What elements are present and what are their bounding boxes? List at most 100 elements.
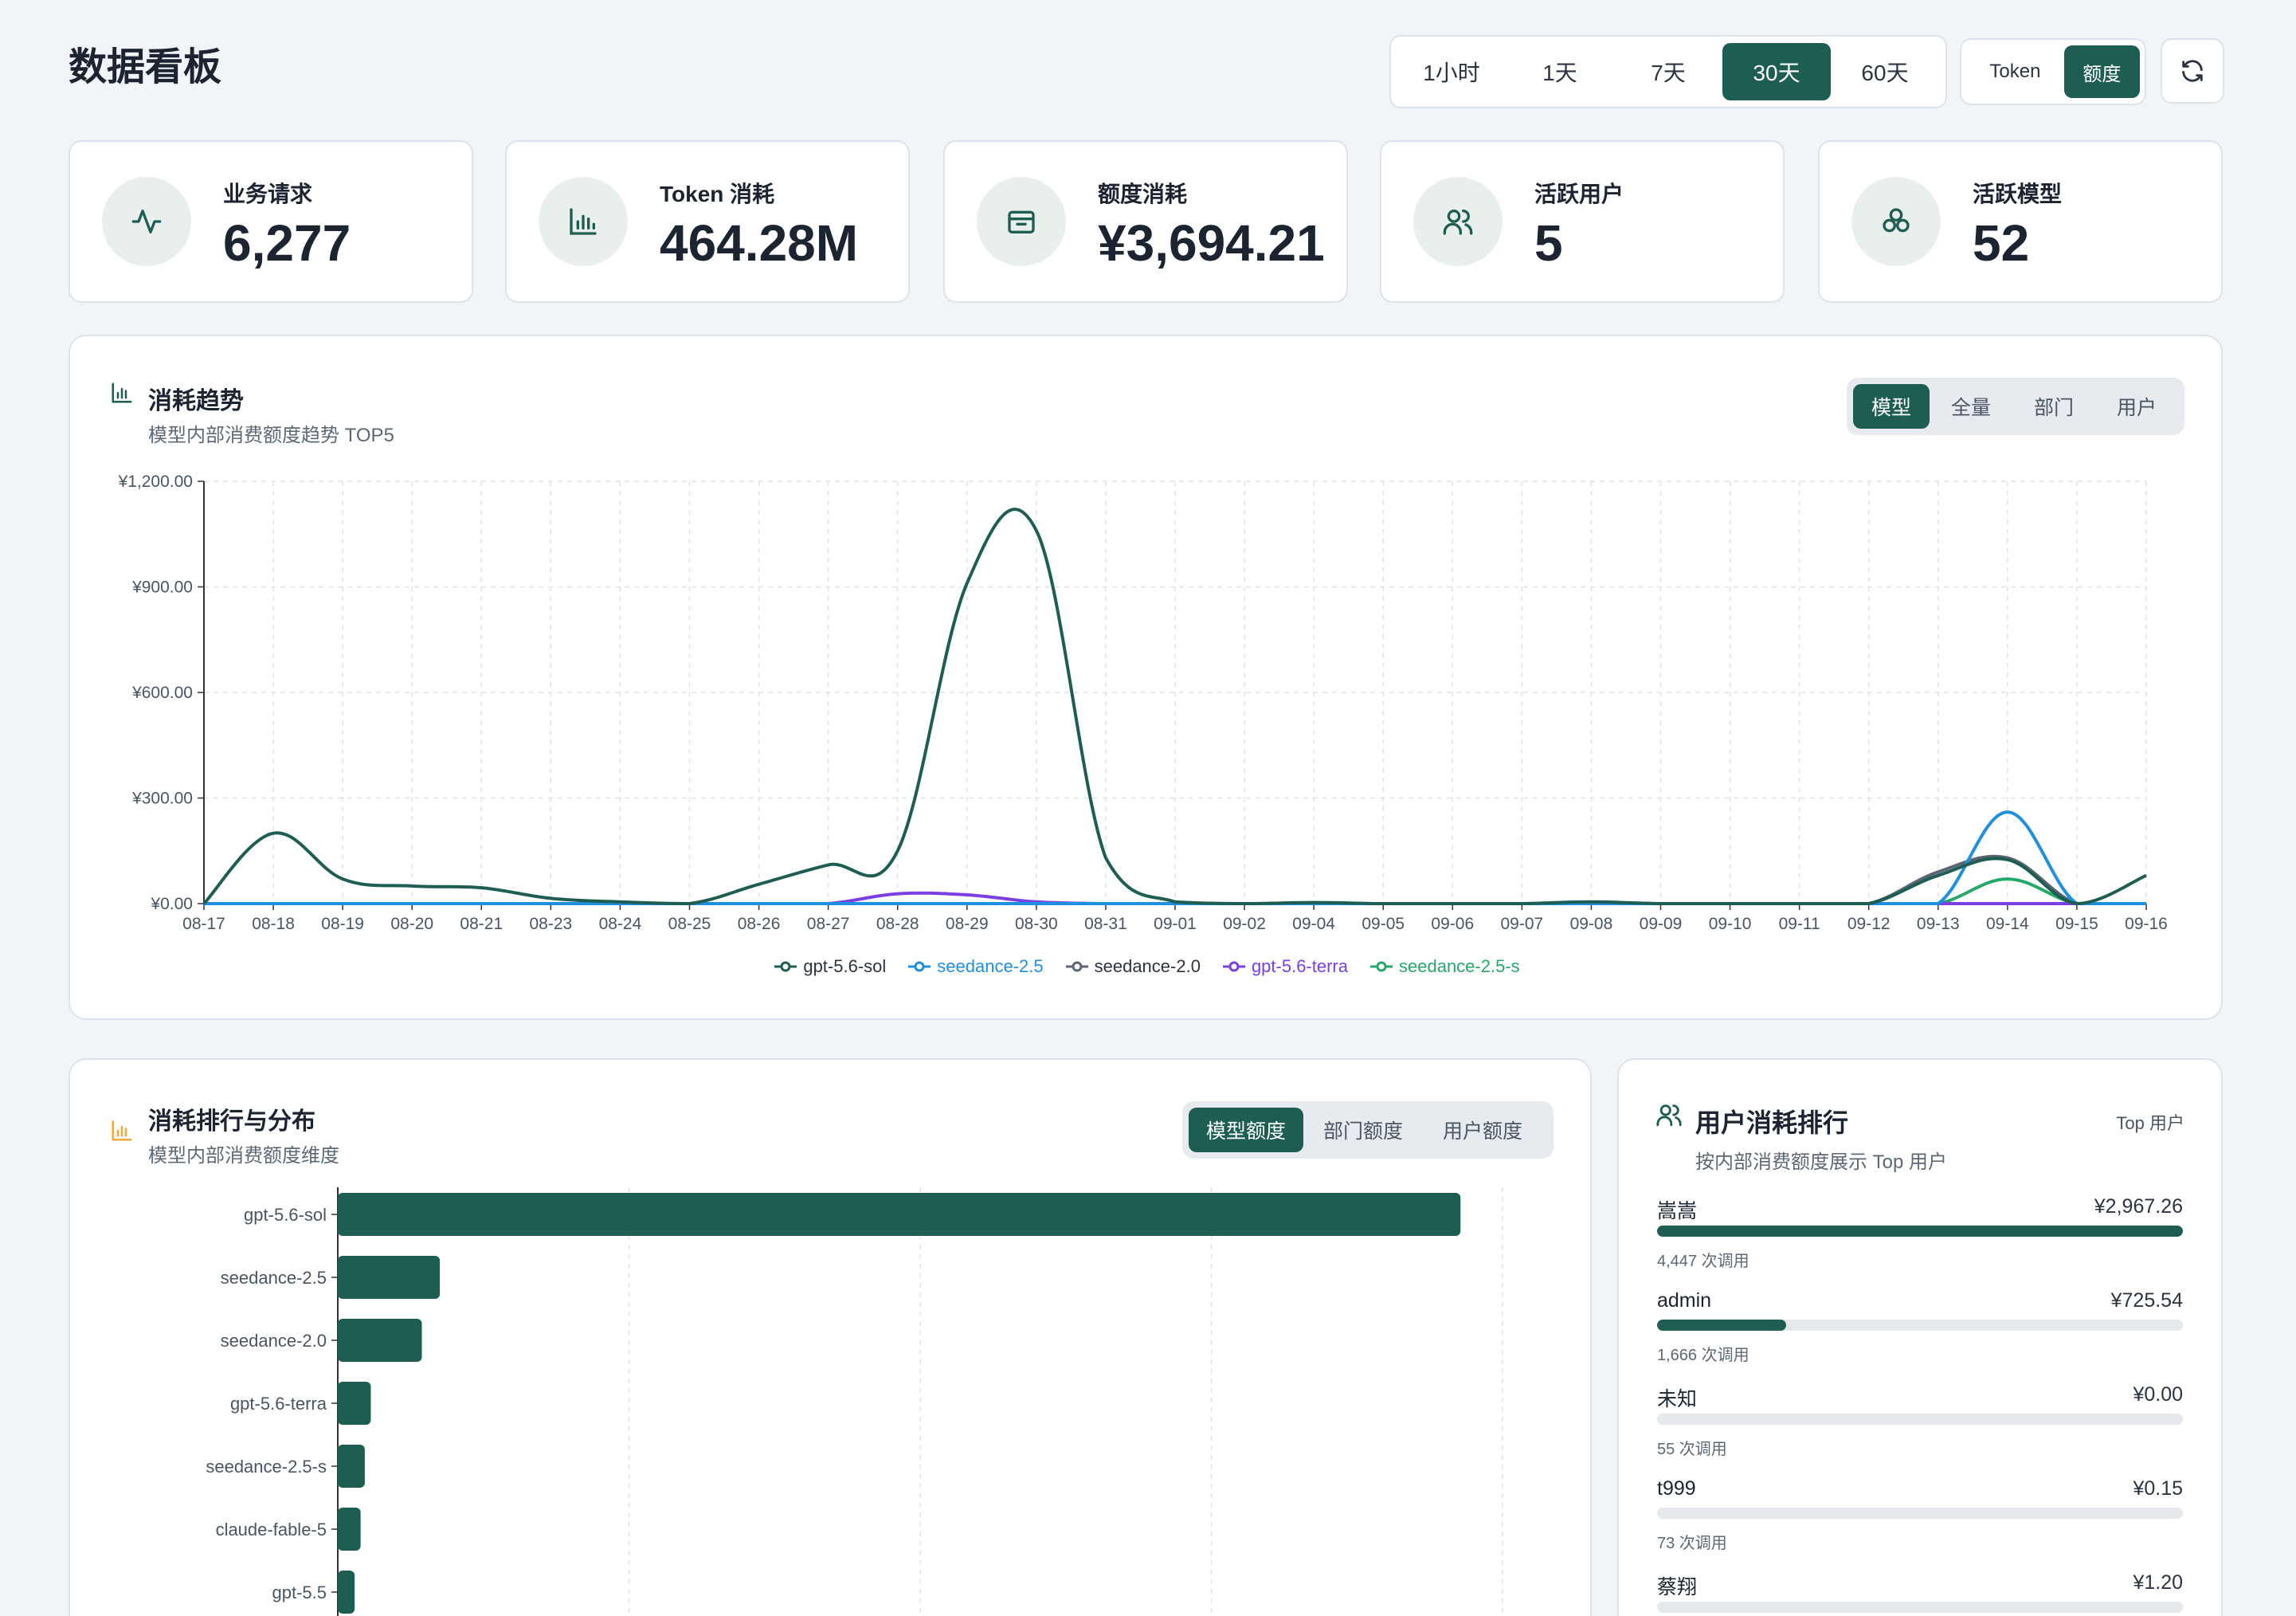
tab-user[interactable]: 用户 bbox=[2116, 397, 2157, 419]
range-1h-button[interactable]: 1小时 bbox=[1423, 61, 1480, 85]
mode-quota-button[interactable]: 额度 bbox=[2063, 45, 2140, 98]
user-rank-row[interactable]: 未知 ¥0.00 55 次调用 bbox=[1657, 1383, 2183, 1463]
trend-panel: 消耗趋势 模型内部消费额度趋势 TOP5 模型 全量 部门 用户 ¥0.00 ¥3… bbox=[69, 335, 2223, 1020]
legend-swatch bbox=[1370, 961, 1393, 972]
x-tick-label: 09-09 bbox=[1640, 915, 1683, 933]
users-icon bbox=[1656, 1104, 1682, 1127]
mode-token-button[interactable]: Token bbox=[1989, 61, 2041, 82]
user-amount: ¥0.00 bbox=[2133, 1383, 2183, 1406]
legend-label: seedance-2.0 bbox=[1094, 956, 1201, 976]
x-tick-label: 08-29 bbox=[946, 915, 989, 933]
usage-bar-track bbox=[1657, 1320, 2183, 1331]
user-name: t999 bbox=[1657, 1477, 1696, 1500]
x-tick-label: 09-05 bbox=[1362, 915, 1405, 933]
x-tick-label: 08-20 bbox=[390, 915, 433, 933]
x-tick-label: 08-17 bbox=[182, 915, 225, 933]
x-tick-label: 08-31 bbox=[1084, 915, 1127, 933]
stat-value: 52 bbox=[1973, 214, 2030, 272]
range-7d-button[interactable]: 7天 bbox=[1651, 61, 1686, 85]
user-amount: ¥1.20 bbox=[2133, 1571, 2183, 1594]
x-tick-label: 08-25 bbox=[668, 915, 711, 933]
usage-bar-track bbox=[1657, 1414, 2183, 1425]
bar-seedance-2.0[interactable] bbox=[338, 1319, 422, 1362]
user-calls: 73 次调用 bbox=[1657, 1535, 1727, 1552]
bar-seedance-2.5-s[interactable] bbox=[338, 1445, 365, 1488]
x-tick-label: 08-18 bbox=[252, 915, 295, 933]
tab-department[interactable]: 部门 bbox=[2033, 397, 2074, 419]
bar-seedance-2.5[interactable] bbox=[338, 1256, 441, 1299]
boxes-icon bbox=[1851, 177, 1941, 266]
x-tick-label: 09-02 bbox=[1223, 915, 1266, 933]
top-users-badge: Top 用户 bbox=[2116, 1113, 2184, 1133]
bar-gpt-5.6-terra[interactable] bbox=[338, 1382, 371, 1425]
x-tick-label: 08-30 bbox=[1015, 915, 1058, 933]
x-tick-label: 08-21 bbox=[460, 915, 503, 933]
legend-label: gpt-5.6-terra bbox=[1251, 956, 1348, 976]
category-label: seedance-2.5-s bbox=[206, 1457, 327, 1477]
user-rank-row[interactable]: t999 ¥0.15 73 次调用 bbox=[1657, 1477, 2183, 1557]
wallet-icon bbox=[977, 177, 1066, 266]
legend-label: seedance-2.5 bbox=[937, 956, 1044, 976]
user-amount: ¥725.54 bbox=[2110, 1289, 2183, 1312]
bar-gpt-5.5[interactable] bbox=[338, 1571, 355, 1614]
bar-chart-icon bbox=[539, 177, 628, 266]
trend-subtitle: 模型内部消费额度趋势 TOP5 bbox=[148, 425, 394, 446]
legend-label: seedance-2.5-s bbox=[1399, 956, 1520, 976]
legend-swatch bbox=[1222, 961, 1245, 972]
user-rank-panel: 用户消耗排行 Top 用户 按内部消费额度展示 Top 用户 bbox=[1617, 1058, 2223, 1616]
trend-line-chart: ¥0.00 ¥300.00 ¥600.00 ¥900.00 ¥1,200.00 08-17… bbox=[118, 473, 2168, 933]
category-label: gpt-5.5 bbox=[272, 1583, 327, 1602]
x-tick-label: 09-07 bbox=[1500, 915, 1543, 933]
stat-value: 464.28M bbox=[660, 214, 859, 272]
x-tick-label: 09-15 bbox=[2055, 915, 2098, 933]
legend-item[interactable]: gpt-5.6-terra bbox=[1222, 956, 1348, 977]
y-tick-label: ¥1,200.00 bbox=[118, 473, 193, 491]
legend-item[interactable]: seedance-2.0 bbox=[1065, 956, 1201, 977]
tab-user-quota[interactable]: 用户额度 bbox=[1442, 1120, 1522, 1143]
stat-label: 业务请求 bbox=[223, 182, 313, 206]
x-tick-label: 08-26 bbox=[738, 915, 781, 933]
trend-dimension-tabs: 模型 全量 部门 用户 bbox=[1847, 378, 2184, 435]
range-1d-button[interactable]: 1天 bbox=[1542, 61, 1577, 85]
category-label: claude-fable-5 bbox=[216, 1520, 327, 1540]
user-rank-row[interactable]: 蔡翔 ¥1.20 bbox=[1657, 1571, 2183, 1616]
tab-model[interactable]: 模型 bbox=[1853, 384, 1930, 429]
user-calls: 1,666 次调用 bbox=[1657, 1347, 1749, 1364]
range-30d-button[interactable]: 30天 bbox=[1722, 43, 1831, 100]
x-tick-label: 09-13 bbox=[1917, 915, 1960, 933]
tab-all[interactable]: 全量 bbox=[1950, 397, 1991, 419]
legend-item[interactable]: seedance-2.5 bbox=[908, 956, 1044, 977]
user-rank-row[interactable]: 嵩嵩 ¥2,967.26 4,447 次调用 bbox=[1657, 1195, 2183, 1275]
usage-bar-fill bbox=[1657, 1226, 2183, 1237]
x-tick-label: 09-10 bbox=[1709, 915, 1752, 933]
tab-model-quota[interactable]: 模型额度 bbox=[1189, 1108, 1303, 1152]
x-tick-label: 08-19 bbox=[321, 915, 364, 933]
stat-label: 活跃模型 bbox=[1973, 182, 2063, 206]
legend-item[interactable]: gpt-5.6-sol bbox=[774, 956, 886, 977]
series-line-gpt-5.6-sol bbox=[202, 508, 2147, 905]
usage-bar-fill bbox=[1657, 1320, 1786, 1331]
usage-bar-track bbox=[1657, 1226, 2183, 1237]
stat-label: Token 消耗 bbox=[660, 182, 775, 206]
usage-bar-track bbox=[1657, 1508, 2183, 1519]
range-60d-button[interactable]: 60天 bbox=[1861, 61, 1909, 85]
user-name: 蔡翔 bbox=[1657, 1576, 1698, 1598]
tab-department-quota[interactable]: 部门额度 bbox=[1322, 1120, 1403, 1143]
legend-item[interactable]: seedance-2.5-s bbox=[1370, 956, 1520, 977]
page-title: 数据看板 bbox=[69, 46, 222, 88]
y-tick-label: ¥0.00 bbox=[150, 895, 193, 913]
trend-legend: gpt-5.6-sol seedance-2.5 seedance-2.0 gpt-5… bbox=[70, 956, 2221, 977]
user-amount: ¥2,967.26 bbox=[2094, 1195, 2183, 1218]
category-label: seedance-2.5 bbox=[221, 1268, 327, 1288]
y-tick-label: ¥900.00 bbox=[131, 579, 193, 597]
stat-value: 5 bbox=[1534, 214, 1563, 272]
bar-gpt-5.6-sol[interactable] bbox=[338, 1193, 1461, 1236]
y-tick-label: ¥300.00 bbox=[131, 790, 193, 808]
ranking-title: 消耗排行与分布 bbox=[148, 1108, 315, 1135]
user-rank-row[interactable]: admin ¥725.54 1,666 次调用 bbox=[1657, 1289, 2183, 1369]
bar-claude-fable-5[interactable] bbox=[338, 1508, 361, 1551]
time-range-selector: 1小时 1天 7天 30天 60天 bbox=[1389, 35, 1947, 108]
refresh-button[interactable] bbox=[2161, 38, 2224, 104]
legend-swatch bbox=[908, 961, 931, 972]
trend-title: 消耗趋势 bbox=[148, 388, 244, 414]
